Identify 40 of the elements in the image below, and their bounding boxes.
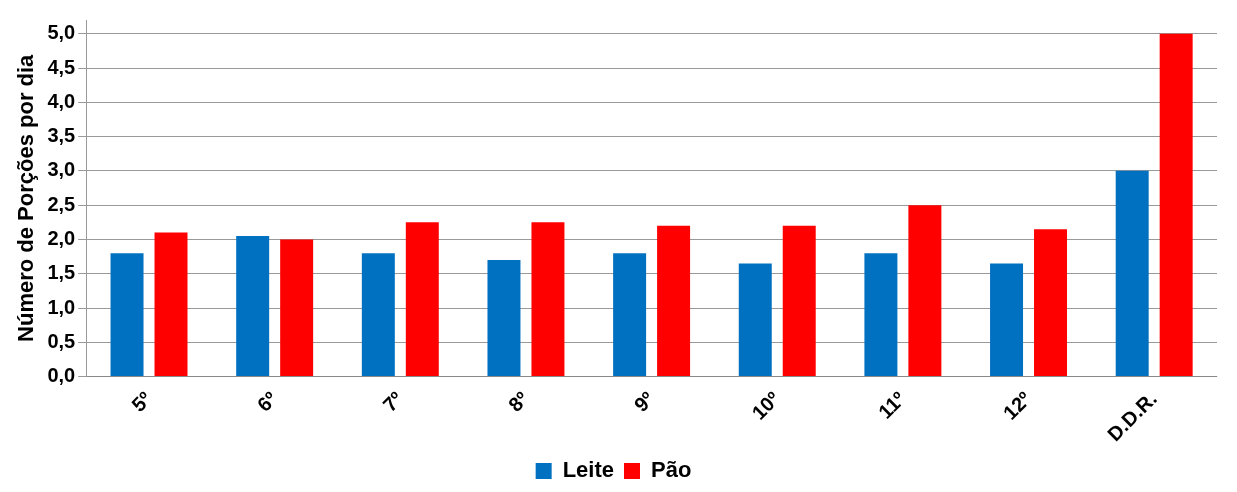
bar — [531, 222, 565, 377]
y-tick-label: 3,5 — [47, 124, 76, 147]
bar — [110, 253, 144, 377]
bar — [361, 253, 395, 377]
bar — [864, 253, 898, 377]
x-tick-label: 9º — [629, 387, 659, 416]
bar — [1159, 33, 1193, 377]
y-tick-label: 2,0 — [47, 226, 76, 249]
bar — [908, 205, 942, 377]
y-tick-label: 3,0 — [47, 158, 76, 181]
bar — [990, 263, 1024, 377]
y-tick-label: 2,5 — [47, 192, 76, 215]
bar — [487, 260, 521, 377]
legend-label: Pão — [651, 457, 692, 483]
x-tick-label: 7º — [378, 387, 408, 416]
x-tick-label: 12º — [998, 387, 1036, 424]
y-tick-label: 5,0 — [47, 21, 76, 44]
x-tick-label: 11º — [873, 387, 910, 423]
y-tick-label: 0,0 — [47, 364, 76, 387]
y-tick-label: 1,0 — [47, 295, 76, 318]
bar — [405, 222, 439, 377]
bar — [154, 232, 188, 377]
bar — [738, 263, 772, 377]
x-tick-label: 6º — [252, 387, 282, 416]
y-tick-label: 0,5 — [47, 329, 76, 352]
legend-label: Leite — [562, 457, 615, 483]
x-tick-label: 10º — [747, 387, 784, 424]
x-tick-label: 8º — [504, 387, 533, 416]
y-tick-label: 1,5 — [47, 261, 76, 284]
y-tick-label: 4,0 — [47, 89, 76, 112]
bar — [782, 225, 816, 377]
bar — [236, 236, 270, 377]
bar — [280, 239, 314, 377]
bar — [657, 225, 691, 377]
x-tick-label: 5º — [127, 387, 156, 416]
y-axis-title: Número de Porções por dia — [13, 53, 39, 342]
bar — [1115, 170, 1149, 377]
bar — [1034, 229, 1068, 377]
bar — [613, 253, 647, 377]
y-tick-label: 4,5 — [47, 55, 76, 78]
